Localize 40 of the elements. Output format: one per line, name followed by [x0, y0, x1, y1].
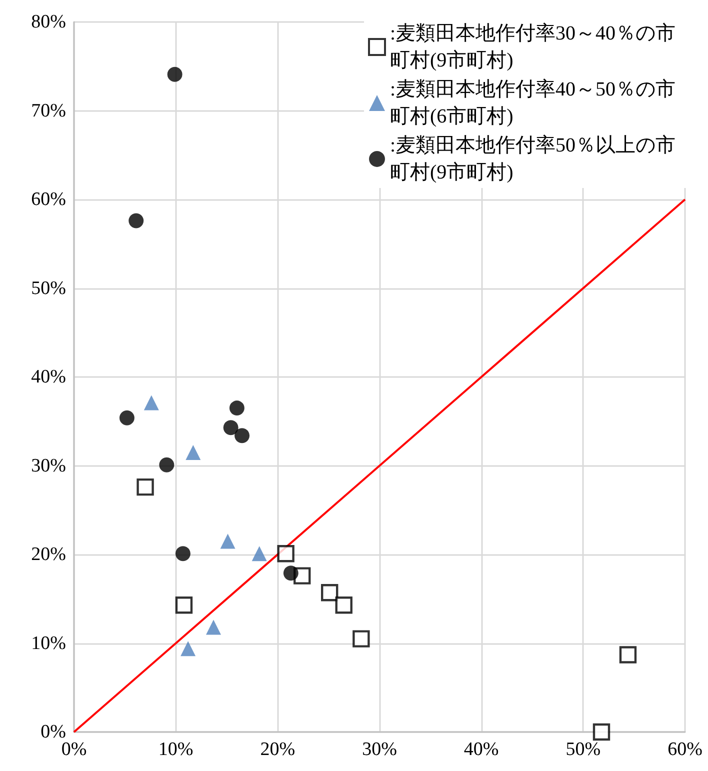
y-tick-label: 40% [31, 366, 66, 388]
point [167, 66, 182, 82]
point [277, 545, 294, 562]
point [223, 420, 238, 436]
point [159, 457, 174, 472]
point [229, 400, 244, 416]
point [335, 596, 352, 614]
x-tick-label: 10% [158, 739, 194, 760]
point [175, 546, 190, 562]
y-tick-label: 30% [31, 455, 66, 476]
y-tick-label: 50% [31, 278, 66, 299]
y-tick-label: 70% [31, 100, 66, 122]
x-tick-label: 50% [566, 739, 601, 760]
point [136, 478, 154, 496]
point [206, 620, 222, 635]
y-tick-label: 10% [31, 632, 66, 654]
x-tick-label: 30% [362, 739, 398, 760]
point [220, 534, 236, 549]
point [321, 584, 338, 602]
point [180, 641, 196, 656]
legend-label: :麦類田本地作付率50％以上の市町村(9市町村) [390, 134, 676, 184]
point [144, 395, 159, 410]
point [592, 723, 610, 741]
point [283, 566, 298, 581]
y-tick-label: 80% [31, 12, 66, 32]
point [128, 213, 144, 228]
x-tick-label: 60% [668, 739, 703, 760]
point [119, 410, 134, 426]
point [352, 630, 370, 648]
point [234, 428, 250, 444]
point [619, 646, 637, 664]
x-tick-label: 20% [260, 739, 296, 760]
legend-label: :麦類田本地作付率40～50％の市町村(6市町村) [390, 78, 676, 128]
legend-label: :麦類田本地作付率30～40％の市町村(9市町村) [390, 22, 676, 72]
x-tick-label: 40% [464, 739, 499, 760]
y-tick-label: 60% [31, 189, 66, 210]
point [175, 596, 193, 614]
point [186, 444, 201, 460]
y-tick-label: 20% [31, 544, 66, 565]
point [252, 546, 267, 562]
